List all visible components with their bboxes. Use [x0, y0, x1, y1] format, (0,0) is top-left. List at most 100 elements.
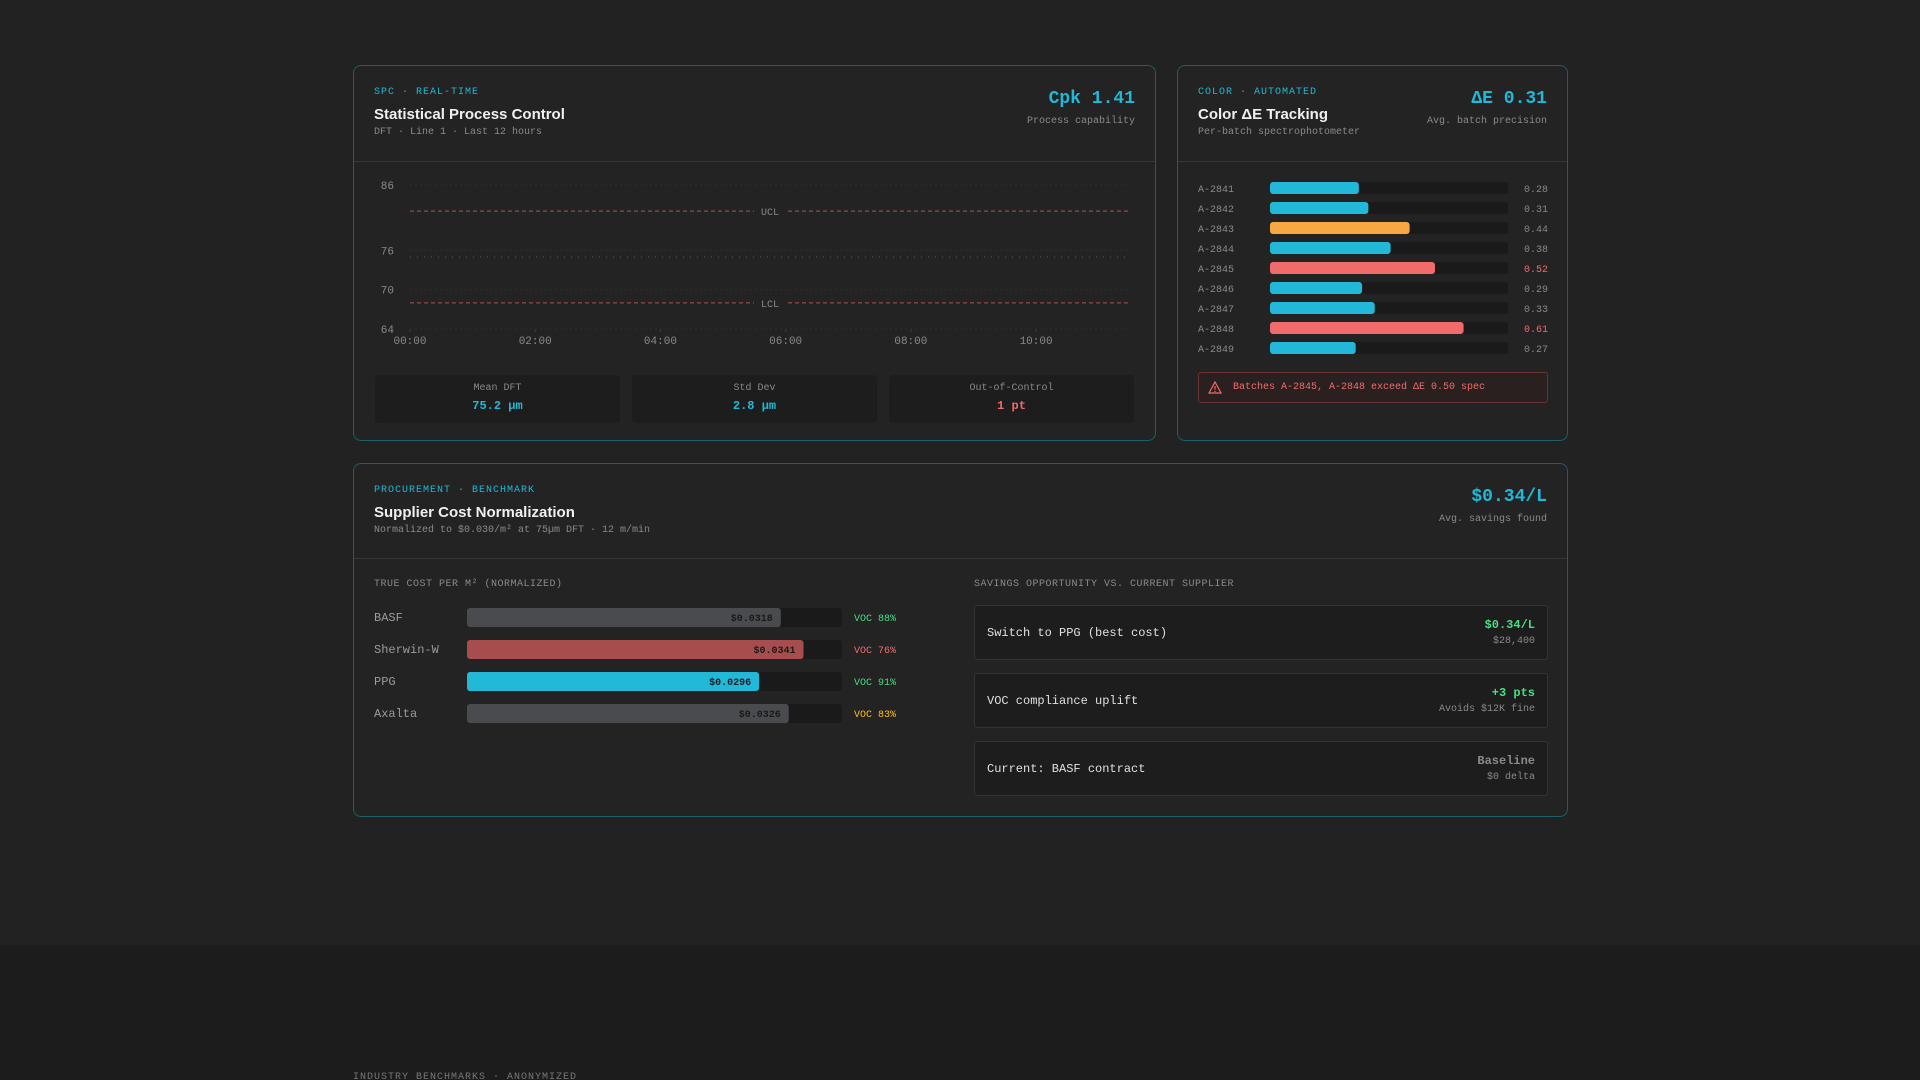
bar	[467, 704, 789, 723]
panel-title: Color ΔE Tracking	[1198, 106, 1328, 123]
panel-tag: PROCUREMENT · BENCHMARK	[374, 485, 536, 496]
panel-subtitle: Normalized to $0.030/m² at 75µm DFT · 12…	[374, 525, 651, 536]
savings-card: Switch to PPG (best cost) $0.34/L $28,400	[974, 605, 1548, 660]
alert-text: Batches A-2845, A-2848 exceed ΔE 0.50 sp…	[1233, 382, 1486, 393]
voc-label: VOC 76%	[854, 646, 896, 657]
bar	[467, 640, 804, 659]
savings-card: VOC compliance uplift +3 pts Avoids $12K f…	[974, 673, 1548, 728]
value-label: $0.0341	[753, 645, 795, 657]
value-label: 0.44	[1524, 225, 1548, 236]
voc-label: VOC 91%	[854, 678, 896, 689]
savings-note: $28,400	[1492, 636, 1535, 647]
kpi-label: Avg. batch precision	[1426, 116, 1547, 127]
value-label: 0.29	[1524, 285, 1548, 296]
batch-label: A-2849	[1198, 345, 1234, 356]
footer-band: INDUSTRY BENCHMARKS · ANONYMIZED	[0, 945, 1920, 1080]
stat-card: Out-of-Control 1 pt	[889, 375, 1134, 423]
lcl-label: LCL	[761, 300, 779, 311]
savings-value: +3 pts	[1491, 686, 1535, 700]
y-tick-label: 70	[381, 286, 394, 298]
stat-label: Std Dev	[733, 383, 776, 394]
value-label: 0.28	[1524, 185, 1548, 196]
stat-value: 2.8 µm	[732, 399, 777, 413]
panel-tag: COLOR · AUTOMATED	[1198, 87, 1318, 98]
supplier-label: BASF	[374, 611, 403, 625]
batch-label: A-2848	[1198, 325, 1234, 336]
x-tick-label: 02:00	[519, 336, 552, 348]
x-tick-label: 10:00	[1020, 336, 1053, 348]
cost-chart: BASF $0.0318 VOC 88% Sherwin-W $0.0341 VOC 76…	[374, 608, 896, 723]
divider	[354, 558, 1567, 559]
bar	[467, 672, 760, 691]
value-label: 0.61	[1524, 325, 1548, 336]
panel-title: Statistical Process Control	[374, 106, 565, 123]
value-label: 0.31	[1524, 205, 1548, 216]
bar	[1270, 242, 1391, 254]
footer-label: INDUSTRY BENCHMARKS · ANONYMIZED	[353, 1072, 578, 1080]
bar	[1270, 182, 1359, 194]
control-chart: 64 70 76 86 00:00 02:00 04:00 06:00 08:00 10:00 UC…	[381, 181, 1130, 348]
savings-label: VOC compliance uplift	[987, 694, 1139, 708]
kpi-value: ΔE 0.31	[1471, 89, 1547, 109]
x-tick-label: 04:00	[644, 336, 677, 348]
section-title: SAVINGS OPPORTUNITY VS. CURRENT SUPPLIER	[974, 579, 1235, 590]
bar	[1270, 262, 1436, 274]
spc-panel: SPC · REAL-TIME Statistical Process Cont…	[353, 65, 1156, 441]
stat-card: Mean DFT 75.2 µm	[375, 375, 620, 423]
delta-e-chart: A-2841 0.28 A-2842 0.31 A-2843 0.44 A-2844 0.38…	[1198, 182, 1548, 356]
kpi-value: Cpk 1.41	[1048, 89, 1135, 109]
batch-label: A-2847	[1198, 305, 1234, 316]
value-label: $0.0318	[731, 613, 773, 625]
supplier-label: Sherwin-W	[374, 643, 440, 657]
stat-label: Out-of-Control	[969, 383, 1054, 394]
color-panel: COLOR · AUTOMATED Color ΔE Tracking Per-…	[1177, 65, 1568, 441]
limit-label-bg	[754, 295, 786, 310]
value-label: 0.33	[1524, 305, 1548, 316]
voc-label: VOC 83%	[854, 710, 896, 721]
bar	[467, 608, 781, 627]
savings-note: Avoids $12K fine	[1438, 704, 1535, 715]
kpi-label: Process capability	[1026, 116, 1135, 127]
alert: Batches A-2845, A-2848 exceed ΔE 0.50 sp…	[1198, 372, 1548, 403]
divider	[354, 161, 1155, 162]
bar	[1270, 342, 1356, 354]
x-tick-label: 06:00	[769, 336, 802, 348]
supplier-label: Axalta	[374, 707, 417, 721]
section-title: TRUE COST PER M² (NORMALIZED)	[374, 579, 563, 590]
batch-label: A-2846	[1198, 285, 1234, 296]
kpi-label: Avg. savings found	[1438, 514, 1547, 525]
bar	[1270, 282, 1363, 294]
panel-subtitle: Per-batch spectrophotometer	[1198, 127, 1361, 138]
value-label: 0.27	[1524, 345, 1548, 356]
bar	[1270, 202, 1369, 214]
savings-value: $0.34/L	[1484, 618, 1535, 632]
y-tick-label: 86	[381, 181, 394, 193]
limit-label-bg	[754, 204, 786, 219]
procurement-panel: PROCUREMENT · BENCHMARK Supplier Cost No…	[353, 463, 1568, 817]
stat-value: 75.2 µm	[472, 399, 523, 413]
stat-value: 1 pt	[997, 399, 1026, 413]
value-label: $0.0296	[709, 677, 751, 689]
supplier-label: PPG	[374, 675, 396, 689]
stat-label: Mean DFT	[473, 383, 522, 394]
savings-label: Current: BASF contract	[987, 762, 1146, 776]
savings-note: $0 delta	[1486, 772, 1535, 783]
voc-label: VOC 88%	[854, 614, 896, 625]
panel-subtitle: DFT · Line 1 · Last 12 hours	[374, 127, 543, 138]
batch-label: A-2842	[1198, 205, 1234, 216]
kpi-value: $0.34/L	[1471, 487, 1547, 507]
panel-title: Supplier Cost Normalization	[374, 504, 575, 521]
bar	[1270, 322, 1464, 334]
y-tick-label: 64	[381, 325, 395, 337]
batch-label: A-2844	[1198, 245, 1234, 256]
bar	[1270, 222, 1410, 234]
savings-value: Baseline	[1477, 754, 1535, 768]
savings-label: Switch to PPG (best cost)	[987, 626, 1168, 640]
x-tick-label: 08:00	[894, 336, 927, 348]
x-tick-label: 00:00	[393, 336, 426, 348]
value-label: 0.52	[1524, 265, 1548, 276]
alert-icon	[1208, 381, 1222, 394]
batch-label: A-2843	[1198, 225, 1234, 236]
batch-label: A-2845	[1198, 265, 1234, 276]
